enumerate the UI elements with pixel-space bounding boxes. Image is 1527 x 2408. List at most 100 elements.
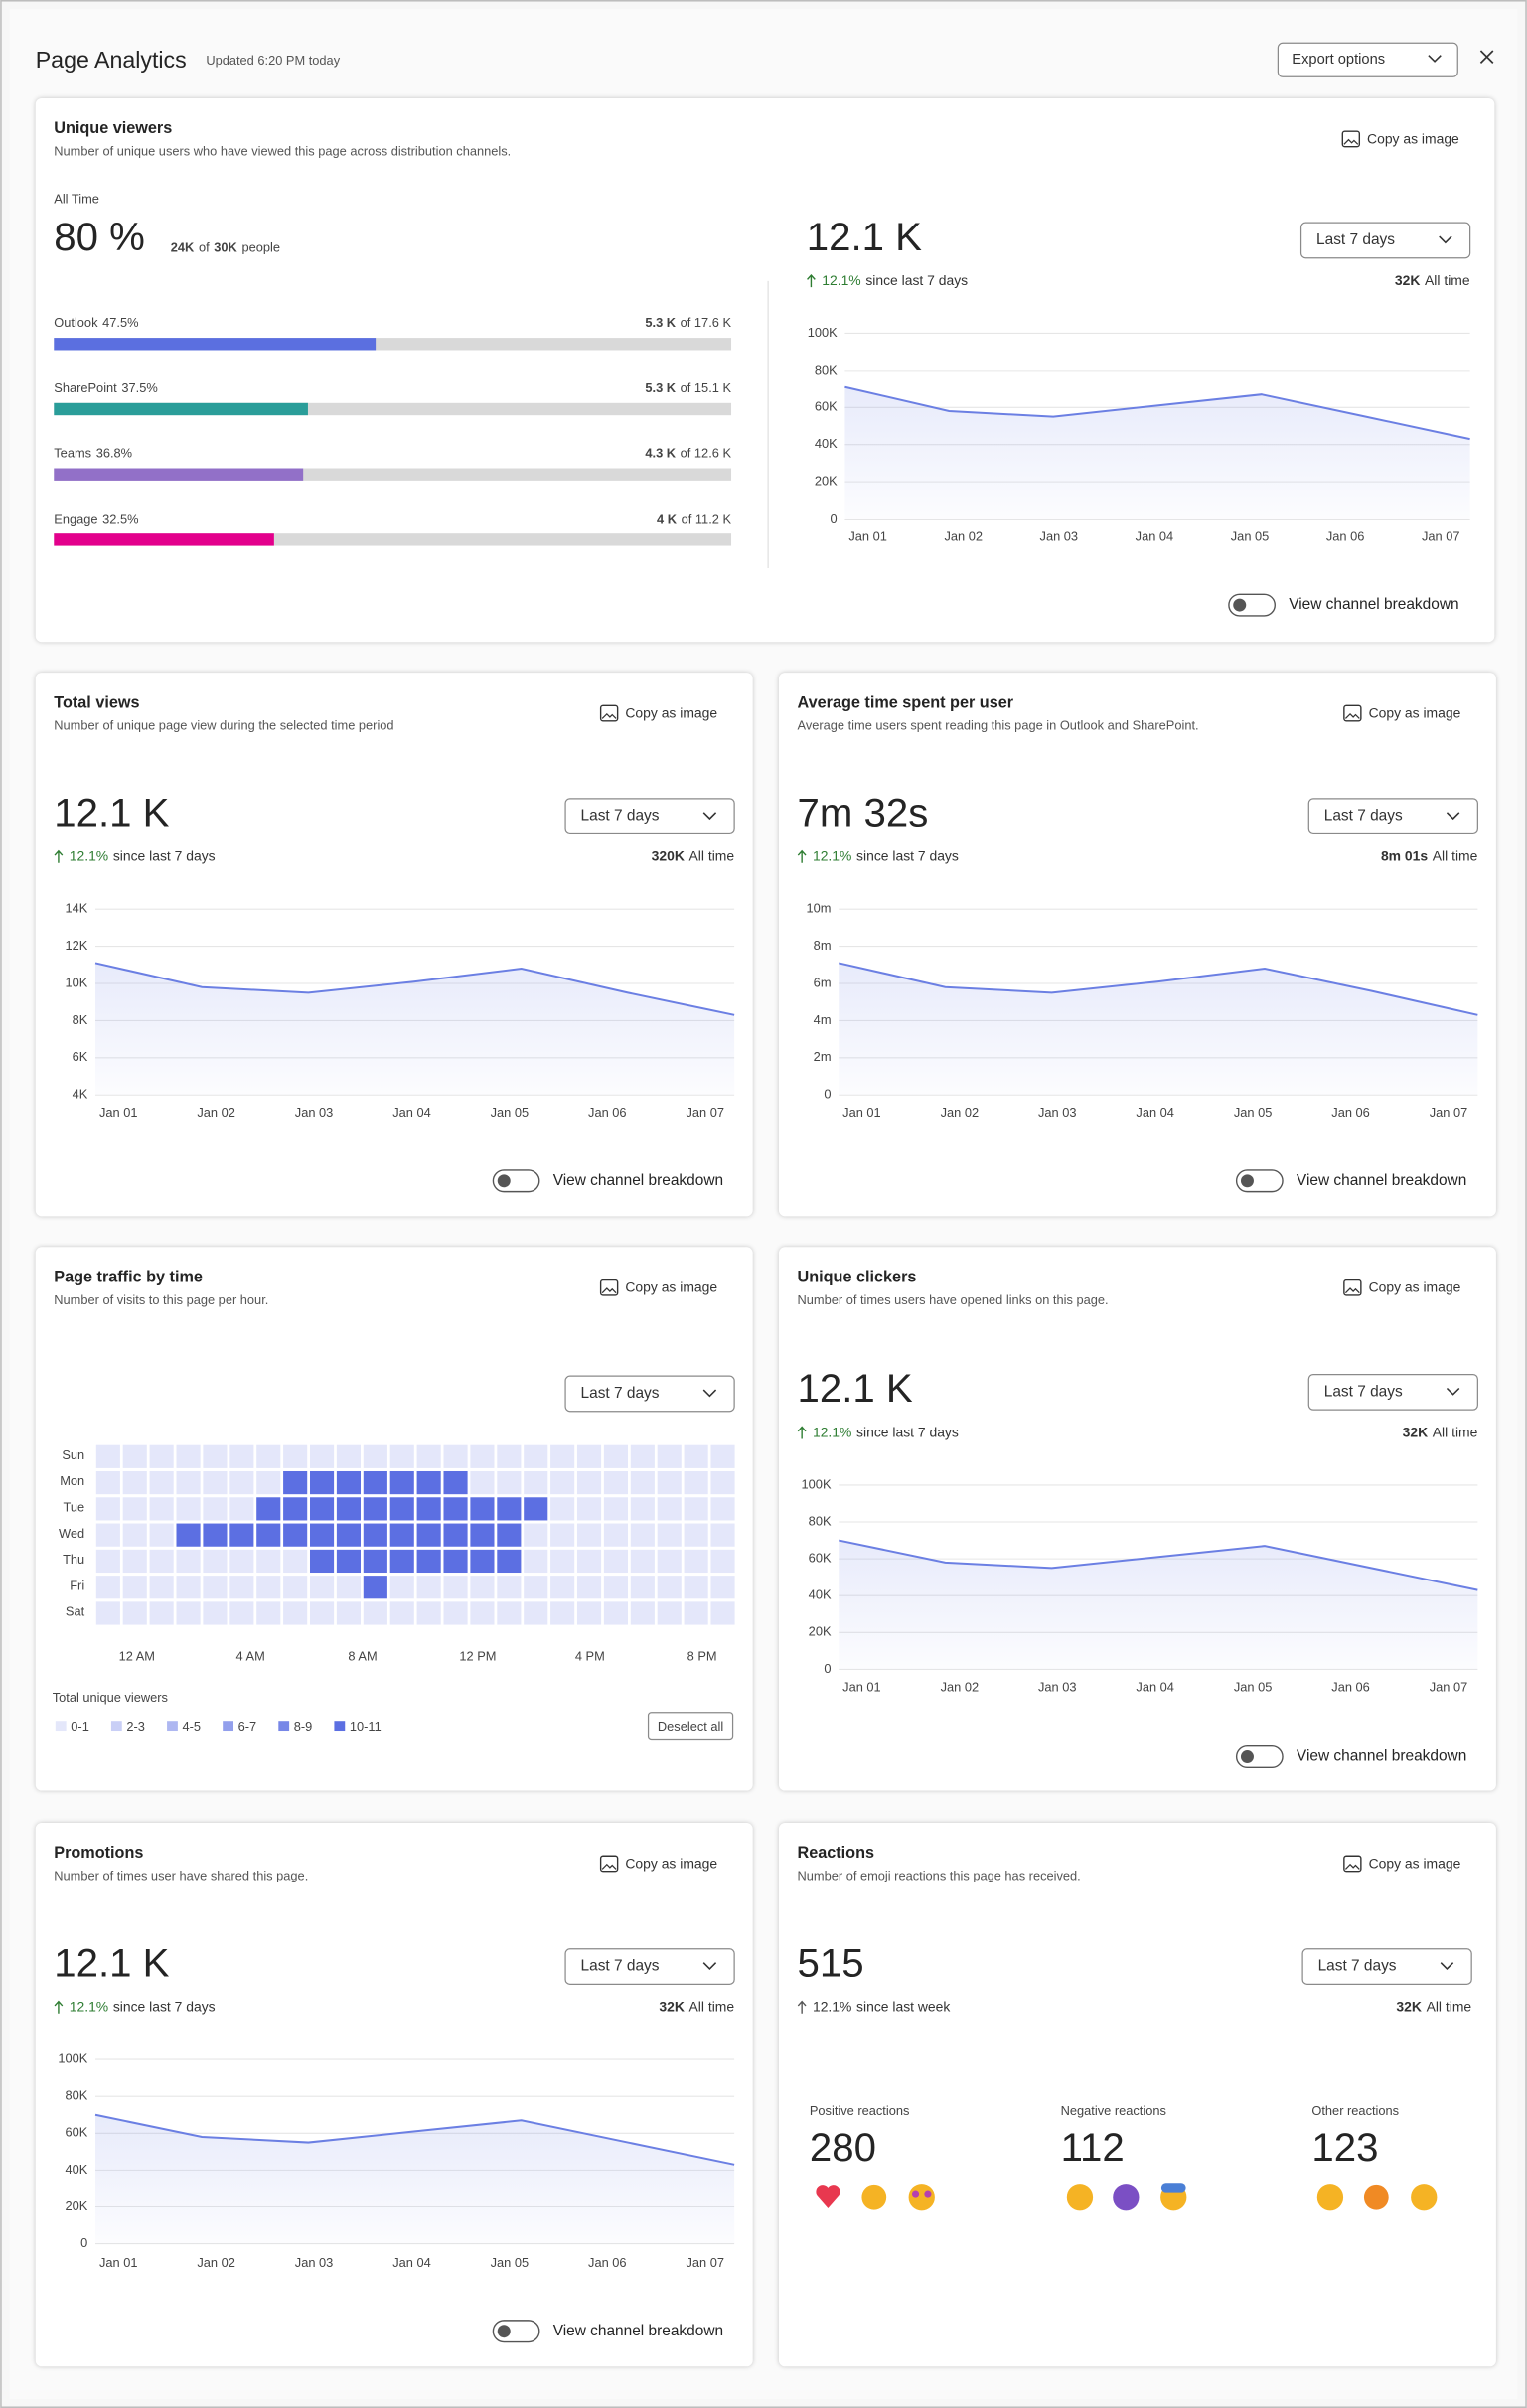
range-dropdown[interactable] [1307, 1373, 1478, 1411]
copy-icon-glyph[interactable] [1343, 138, 1359, 145]
channel-count: 4.3 K of 12.6 K [645, 446, 731, 461]
legend-label[interactable]: 10-11 [350, 1719, 382, 1733]
heat-cell [576, 1549, 602, 1574]
card-title: Reactions [798, 1844, 875, 1862]
big-value: 7m 32s [798, 790, 929, 834]
range-dropdown[interactable] [564, 798, 735, 835]
x-tick-label: Jan 02 [944, 528, 983, 543]
range-dropdown[interactable] [564, 1948, 735, 1985]
range-label[interactable]: Last 7 days [1316, 231, 1395, 248]
legend-label[interactable]: 6-7 [238, 1719, 257, 1733]
range-dropdown[interactable] [1307, 798, 1478, 835]
chevron [702, 812, 717, 821]
copy-as-image[interactable]: Copy as image [1367, 130, 1459, 146]
copy-as-image[interactable]: Copy as image [1369, 705, 1461, 721]
copy-icon[interactable] [1341, 130, 1361, 148]
copy-icon-glyph[interactable] [1344, 1863, 1360, 1870]
y-tick-label: 4K [73, 1087, 88, 1102]
area [839, 963, 1478, 1096]
legend-swatch[interactable] [334, 1721, 346, 1732]
day-label: Sun [62, 1447, 84, 1462]
heat-cell [550, 1523, 575, 1547]
heat-cell [630, 1549, 655, 1574]
legend-label[interactable]: 2-3 [126, 1719, 145, 1733]
legend-swatch[interactable] [167, 1721, 178, 1732]
copy-as-image[interactable]: Copy as image [625, 1279, 717, 1295]
channel-count-part: of 17.6 K [681, 316, 732, 331]
copy-icon[interactable] [599, 1279, 619, 1296]
export-dropdown[interactable]: Export options [1277, 42, 1458, 77]
range-dropdown[interactable] [1299, 222, 1471, 259]
line [94, 962, 735, 1016]
emoji-heart [816, 2185, 840, 2209]
copy-icon[interactable] [599, 704, 619, 722]
x-tick-label: Jan 02 [941, 1105, 980, 1120]
all-time-part: All time [1433, 847, 1478, 863]
heat-cell [283, 1470, 308, 1495]
x-tick-label: Jan 05 [1231, 528, 1270, 543]
channel-label-part: Engage [54, 512, 97, 527]
legend-swatch[interactable] [278, 1721, 290, 1732]
toggle-label[interactable]: View channel breakdown [553, 2323, 723, 2339]
copy-icon-glyph[interactable] [1344, 712, 1360, 719]
toggle-knob[interactable] [1233, 598, 1247, 612]
reaction-count: 112 [1061, 2125, 1125, 2170]
share: 80 % [54, 215, 145, 259]
x-tick-label: Jan 06 [1331, 1105, 1370, 1120]
deselect-button[interactable] [647, 1712, 734, 1741]
toggle-knob[interactable] [1240, 1750, 1254, 1764]
toggle-label[interactable]: View channel breakdown [1289, 596, 1458, 613]
export-box[interactable] [1277, 42, 1458, 77]
x-tick-label: Jan 04 [392, 2255, 431, 2270]
deselect-label[interactable]: Deselect all [658, 1719, 723, 1733]
heat-cell [524, 1497, 548, 1521]
copy-as-image[interactable]: Copy as image [625, 1855, 717, 1871]
copy-icon-glyph[interactable] [601, 1287, 617, 1294]
toggle-label[interactable]: View channel breakdown [1297, 1748, 1466, 1765]
copy-as-image[interactable]: Copy as image [1369, 1855, 1461, 1871]
copy-icon[interactable] [599, 1855, 619, 1873]
period-label: All Time [54, 191, 99, 206]
range-label[interactable]: Last 7 days [1324, 1383, 1403, 1400]
heat-cell [389, 1601, 414, 1625]
legend-label[interactable]: 8-9 [294, 1719, 313, 1733]
close-x[interactable] [1479, 50, 1494, 64]
range-label[interactable]: Last 7 days [581, 1958, 660, 1975]
close-button[interactable] [1479, 50, 1494, 64]
change: 12.1% since last week [813, 1998, 950, 2014]
range-label[interactable]: Last 7 days [581, 1385, 660, 1402]
toggle-knob[interactable] [1240, 1174, 1254, 1188]
copy-icon-glyph[interactable] [601, 712, 617, 719]
copy-as-image[interactable]: Copy as image [1369, 1279, 1461, 1295]
range-label[interactable]: Last 7 days [1318, 1958, 1397, 1975]
toggle-knob[interactable] [497, 2325, 511, 2338]
x-tick-label: Jan 05 [1234, 1679, 1273, 1694]
legend-swatch[interactable] [110, 1721, 122, 1732]
export-label[interactable]: Export options [1292, 52, 1385, 68]
range-dropdown[interactable] [1301, 1948, 1472, 1985]
card [778, 1823, 1496, 2367]
toggle-knob[interactable] [497, 1174, 511, 1188]
x-tick-label: Jan 05 [491, 2255, 530, 2270]
legend-label[interactable]: 4-5 [183, 1719, 202, 1733]
copy-icon[interactable] [1343, 704, 1362, 722]
copy-as-image[interactable]: Copy as image [625, 705, 717, 721]
copy-icon[interactable] [1343, 1279, 1362, 1296]
share-detail-part: of [199, 240, 210, 255]
all-time-part: 32K [1396, 1998, 1422, 2014]
heat-cell [149, 1601, 174, 1625]
toggle-label[interactable]: View channel breakdown [553, 1172, 723, 1189]
copy-icon-glyph[interactable] [601, 1863, 617, 1870]
copy-icon-glyph[interactable] [1344, 1287, 1360, 1294]
legend-swatch[interactable] [55, 1721, 67, 1732]
range-dropdown[interactable] [564, 1375, 735, 1413]
change-part: since last 7 days [856, 1424, 959, 1439]
legend-swatch[interactable] [223, 1721, 234, 1732]
legend-label[interactable]: 0-1 [71, 1719, 89, 1733]
emoji-grin [1316, 2184, 1344, 2211]
range-label[interactable]: Last 7 days [1324, 808, 1403, 825]
range-label[interactable]: Last 7 days [581, 808, 660, 825]
chevron [1446, 812, 1460, 821]
copy-icon[interactable] [1343, 1855, 1362, 1873]
toggle-label[interactable]: View channel breakdown [1297, 1172, 1466, 1189]
